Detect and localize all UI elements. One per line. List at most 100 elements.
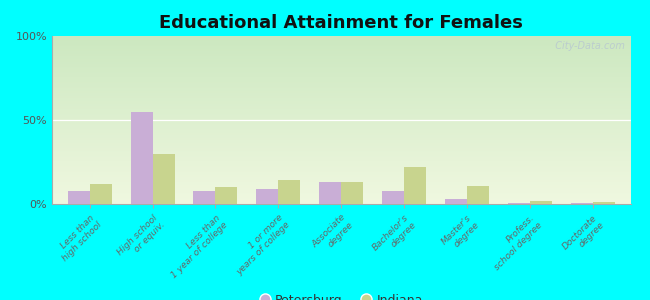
- Bar: [52, 87, 630, 88]
- Bar: [52, 39, 630, 40]
- Bar: [52, 196, 630, 197]
- Bar: [194, 190, 216, 204]
- Bar: [52, 162, 630, 163]
- Bar: [52, 165, 630, 166]
- Bar: [52, 62, 630, 63]
- Bar: [52, 111, 630, 112]
- Bar: [467, 185, 489, 204]
- Bar: [52, 103, 630, 104]
- Bar: [52, 73, 630, 74]
- Bar: [52, 155, 630, 156]
- Bar: [382, 190, 404, 204]
- Bar: [52, 82, 630, 83]
- Bar: [52, 63, 630, 64]
- Bar: [52, 150, 630, 151]
- Bar: [52, 146, 630, 147]
- Bar: [52, 177, 630, 178]
- Bar: [52, 138, 630, 139]
- Bar: [52, 100, 630, 101]
- Bar: [52, 169, 630, 170]
- Bar: [52, 72, 630, 73]
- Bar: [52, 119, 630, 120]
- Bar: [52, 143, 630, 144]
- Bar: [52, 117, 630, 118]
- Bar: [52, 40, 630, 41]
- Bar: [52, 91, 630, 92]
- Bar: [52, 163, 630, 164]
- Bar: [52, 65, 630, 66]
- Bar: [571, 203, 593, 204]
- Bar: [593, 202, 615, 204]
- Bar: [52, 200, 630, 201]
- Bar: [52, 42, 630, 43]
- Bar: [153, 154, 175, 204]
- Bar: [52, 115, 630, 116]
- Bar: [278, 181, 300, 204]
- Bar: [52, 69, 630, 70]
- Bar: [52, 181, 630, 182]
- Bar: [52, 37, 630, 38]
- Bar: [52, 68, 630, 69]
- Bar: [52, 160, 630, 161]
- Bar: [52, 83, 630, 84]
- Bar: [52, 53, 630, 54]
- Bar: [52, 149, 630, 150]
- Bar: [52, 85, 630, 86]
- Bar: [52, 140, 630, 141]
- Bar: [52, 174, 630, 175]
- Bar: [52, 179, 630, 180]
- Bar: [52, 185, 630, 186]
- Bar: [52, 154, 630, 155]
- Bar: [52, 113, 630, 114]
- Bar: [52, 194, 630, 195]
- Bar: [52, 109, 630, 110]
- Bar: [52, 175, 630, 176]
- Bar: [52, 157, 630, 158]
- Bar: [52, 123, 630, 124]
- Bar: [52, 186, 630, 187]
- Bar: [52, 191, 630, 192]
- Bar: [52, 158, 630, 159]
- Bar: [52, 156, 630, 157]
- Bar: [508, 203, 530, 204]
- Bar: [52, 112, 630, 113]
- Bar: [52, 198, 630, 199]
- Bar: [52, 144, 630, 145]
- Bar: [319, 182, 341, 204]
- Bar: [52, 50, 630, 51]
- Bar: [52, 171, 630, 172]
- Bar: [256, 189, 278, 204]
- Bar: [52, 193, 630, 194]
- Bar: [52, 151, 630, 152]
- Bar: [52, 85, 630, 86]
- Bar: [52, 132, 630, 133]
- Bar: [52, 152, 630, 153]
- Bar: [52, 169, 630, 170]
- Bar: [52, 90, 630, 91]
- Bar: [52, 81, 630, 82]
- Bar: [52, 106, 630, 107]
- Bar: [52, 167, 630, 168]
- Bar: [52, 59, 630, 60]
- Bar: [52, 61, 630, 62]
- Bar: [52, 192, 630, 193]
- Bar: [52, 116, 630, 117]
- Bar: [52, 51, 630, 52]
- Bar: [52, 88, 630, 89]
- Bar: [52, 122, 630, 123]
- Bar: [530, 202, 552, 204]
- Bar: [52, 44, 630, 45]
- Bar: [52, 189, 630, 190]
- Bar: [52, 56, 630, 57]
- Bar: [52, 78, 630, 79]
- Bar: [52, 79, 630, 80]
- Bar: [52, 89, 630, 90]
- Bar: [52, 166, 630, 167]
- Bar: [52, 54, 630, 55]
- Bar: [52, 76, 630, 77]
- Title: Educational Attainment for Females: Educational Attainment for Females: [159, 14, 523, 32]
- Bar: [52, 107, 630, 108]
- Bar: [52, 131, 630, 132]
- Bar: [52, 148, 630, 149]
- Bar: [52, 64, 630, 65]
